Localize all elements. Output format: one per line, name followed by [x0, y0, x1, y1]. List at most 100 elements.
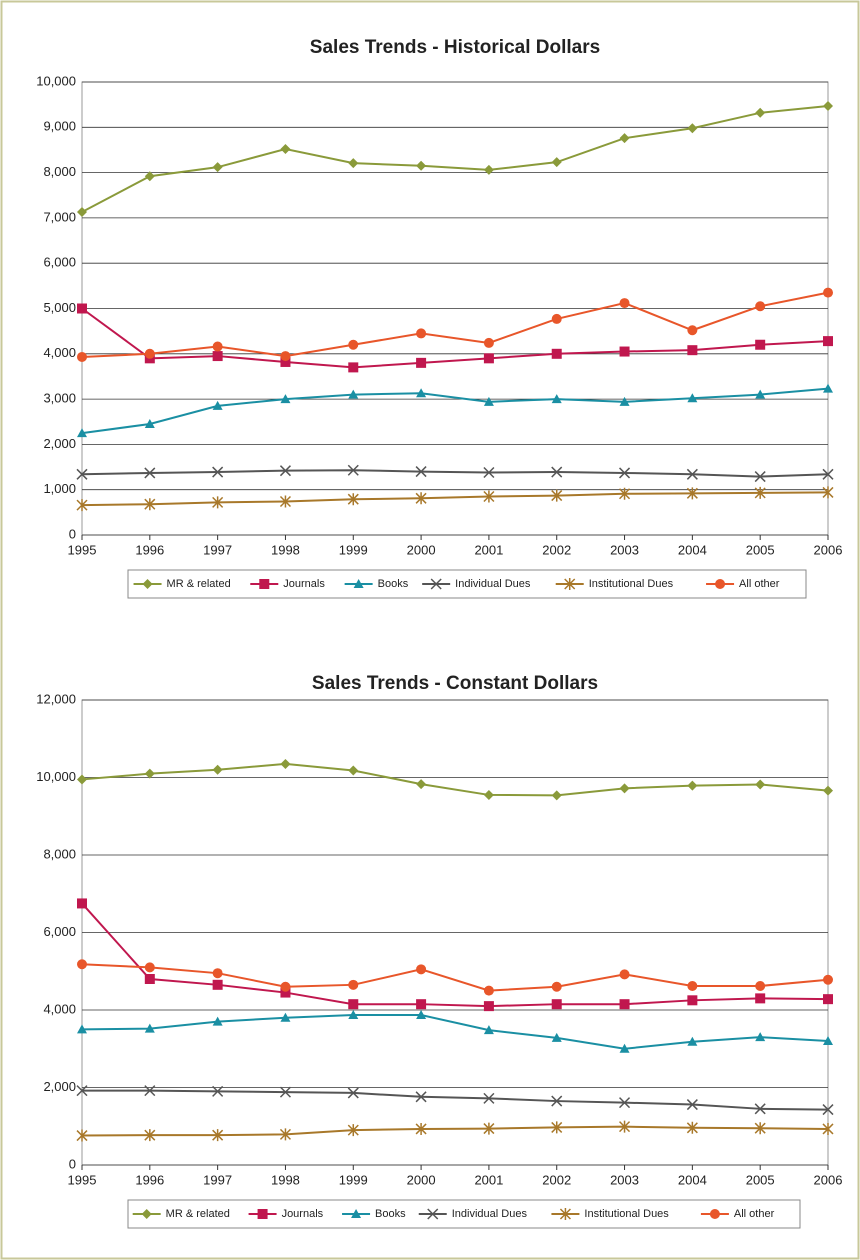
marker — [347, 1124, 359, 1137]
y-tick-label: 0 — [69, 526, 76, 541]
marker — [619, 133, 630, 144]
marker — [144, 171, 155, 182]
x-tick-label: 2005 — [746, 1172, 775, 1187]
marker — [619, 487, 631, 500]
marker — [144, 467, 156, 479]
marker — [280, 351, 291, 362]
marker — [483, 490, 495, 503]
marker — [551, 489, 563, 502]
y-tick-label: 4,000 — [43, 345, 76, 360]
marker — [77, 898, 87, 909]
x-tick-label: 2003 — [610, 542, 639, 557]
marker — [687, 345, 698, 356]
marker — [347, 493, 359, 506]
y-tick-label: 2,000 — [43, 436, 76, 451]
marker — [686, 1121, 698, 1134]
marker — [416, 357, 427, 368]
x-tick-label: 1999 — [339, 1172, 368, 1187]
x-tick-label: 2006 — [814, 1172, 843, 1187]
marker — [755, 339, 766, 350]
marker — [551, 157, 562, 168]
marker — [144, 974, 155, 984]
marker — [822, 1104, 834, 1116]
marker — [483, 1092, 495, 1104]
marker — [754, 471, 766, 483]
marker — [619, 999, 630, 1010]
marker — [755, 389, 766, 399]
marker — [212, 1129, 224, 1142]
x-tick-label: 1998 — [271, 1172, 300, 1187]
legend-marker — [141, 1209, 152, 1219]
marker — [823, 1036, 833, 1045]
y-tick-label: 10,000 — [36, 769, 76, 784]
marker — [483, 985, 494, 996]
marker — [144, 1023, 155, 1033]
marker — [754, 1103, 766, 1115]
y-tick-label: 3,000 — [43, 391, 76, 406]
chart-title: Sales Trends - Constant Dollars — [312, 673, 598, 694]
marker — [280, 356, 291, 367]
y-tick-label: 2,000 — [43, 1079, 76, 1094]
marker — [822, 1122, 834, 1135]
y-tick-label: 6,000 — [43, 255, 76, 270]
legend-marker — [709, 1209, 720, 1219]
marker — [483, 1025, 494, 1035]
x-tick-label: 2003 — [610, 1172, 639, 1187]
marker — [619, 396, 630, 406]
marker — [551, 466, 563, 478]
marker — [823, 785, 833, 796]
marker — [348, 158, 359, 169]
series-line — [81, 307, 829, 369]
marker — [212, 351, 223, 362]
legend-label: Individual Dues — [452, 1208, 528, 1220]
legend-label: Books — [375, 1208, 406, 1220]
marker — [687, 393, 698, 403]
marker — [280, 1012, 291, 1022]
marker — [348, 979, 359, 990]
x-tick-label: 1996 — [135, 1172, 164, 1187]
series-line — [81, 1014, 829, 1050]
marker — [823, 974, 833, 985]
marker — [483, 789, 494, 800]
marker — [212, 162, 223, 173]
marker — [77, 351, 87, 362]
marker — [279, 495, 291, 508]
marker — [754, 486, 766, 499]
marker — [551, 1032, 562, 1042]
legend-label: MR & related — [166, 1208, 230, 1220]
marker — [755, 107, 766, 118]
x-tick-label: 2001 — [474, 1172, 503, 1187]
legend-marker — [351, 1209, 362, 1218]
marker — [551, 313, 562, 324]
marker — [551, 981, 562, 992]
marker — [551, 999, 562, 1010]
y-tick-label: 5,000 — [43, 300, 76, 315]
marker — [348, 389, 359, 399]
marker — [755, 993, 766, 1004]
series-line — [81, 963, 829, 992]
x-tick-label: 1996 — [135, 542, 164, 557]
legend-marker — [715, 579, 726, 589]
marker — [754, 1122, 766, 1135]
marker — [483, 337, 494, 348]
marker — [687, 123, 698, 134]
marker — [551, 348, 562, 359]
marker — [347, 1087, 359, 1099]
y-tick-label: 10,000 — [36, 73, 76, 88]
marker — [280, 394, 291, 404]
marker — [551, 1095, 563, 1107]
marker — [619, 346, 630, 357]
x-tick-label: 1995 — [68, 542, 97, 557]
marker — [483, 396, 494, 406]
marker — [280, 981, 291, 992]
marker — [77, 428, 87, 438]
marker — [822, 486, 834, 499]
legend-label: Books — [378, 578, 409, 590]
legend-marker — [142, 579, 153, 589]
marker — [76, 1085, 88, 1097]
marker — [77, 774, 87, 785]
marker — [755, 1032, 766, 1042]
marker — [77, 959, 87, 970]
